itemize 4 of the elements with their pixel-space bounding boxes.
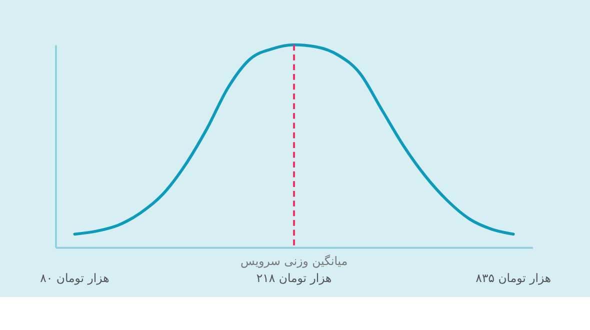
x-tick-label: ۸۰ هزار تومان <box>40 270 110 285</box>
x-tick-label: ۲۱۸ هزار تومان <box>256 270 332 285</box>
x-tick-label: ۸۳۵ هزار تومان <box>476 270 552 285</box>
ref-line-label: میانگین وزنی سرویس <box>240 254 348 268</box>
